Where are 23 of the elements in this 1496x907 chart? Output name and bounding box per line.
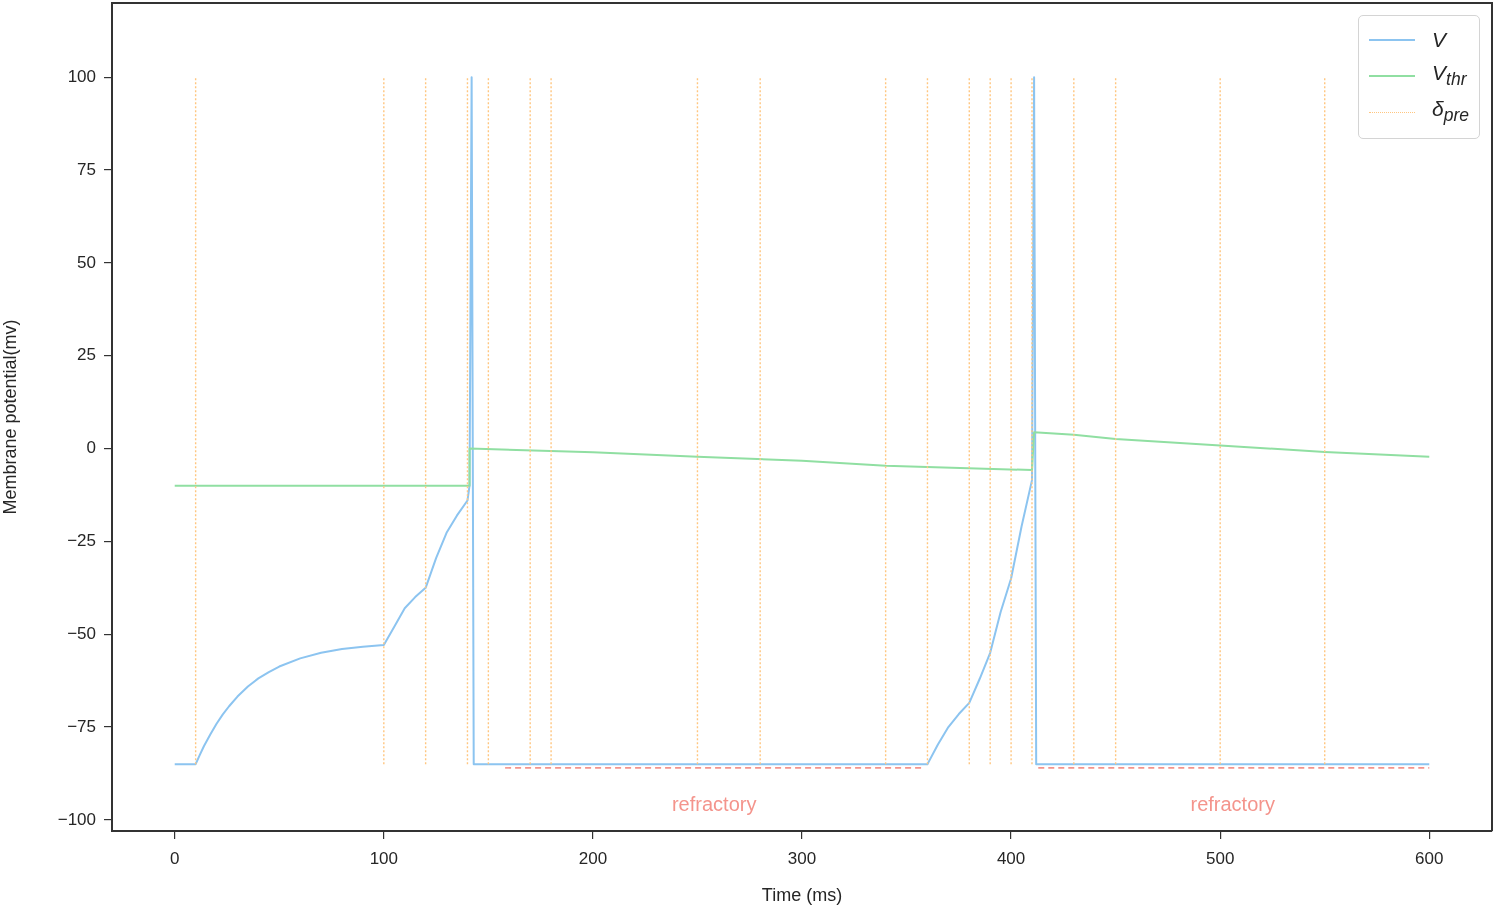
annotation: refractory bbox=[671, 793, 757, 816]
x-tick-label: 100 bbox=[369, 848, 399, 868]
x-axis-title: Time (ms) bbox=[761, 885, 843, 906]
legend-label: δ$_{pre}$ bbox=[1432, 96, 1469, 128]
y-tick-label: −75 bbox=[67, 716, 96, 736]
y-tick-label: 50 bbox=[77, 252, 96, 272]
x-tick-label: 300 bbox=[787, 848, 817, 868]
y-tick-label: −100 bbox=[57, 809, 96, 829]
y-tick-label: −50 bbox=[67, 623, 96, 643]
y-tick-label: 100 bbox=[67, 66, 96, 86]
x-tick-label: 500 bbox=[1205, 848, 1235, 868]
x-tick-label: 400 bbox=[996, 848, 1026, 868]
y-axis-title: Membrane potential(mv) bbox=[0, 319, 20, 515]
x-tick-label: 0 bbox=[169, 848, 180, 868]
y-tick-label: −25 bbox=[67, 531, 96, 551]
x-tick-label: 600 bbox=[1415, 848, 1444, 868]
x-tick-label: 200 bbox=[578, 848, 608, 868]
y-tick-label: 25 bbox=[77, 345, 96, 365]
legend-label: V bbox=[1432, 28, 1447, 52]
y-tick-label: 75 bbox=[77, 159, 96, 179]
legend-label: V$_{thr}$ bbox=[1432, 60, 1467, 92]
annotation: refractory bbox=[1190, 793, 1275, 816]
y-tick-label: 0 bbox=[86, 438, 96, 458]
